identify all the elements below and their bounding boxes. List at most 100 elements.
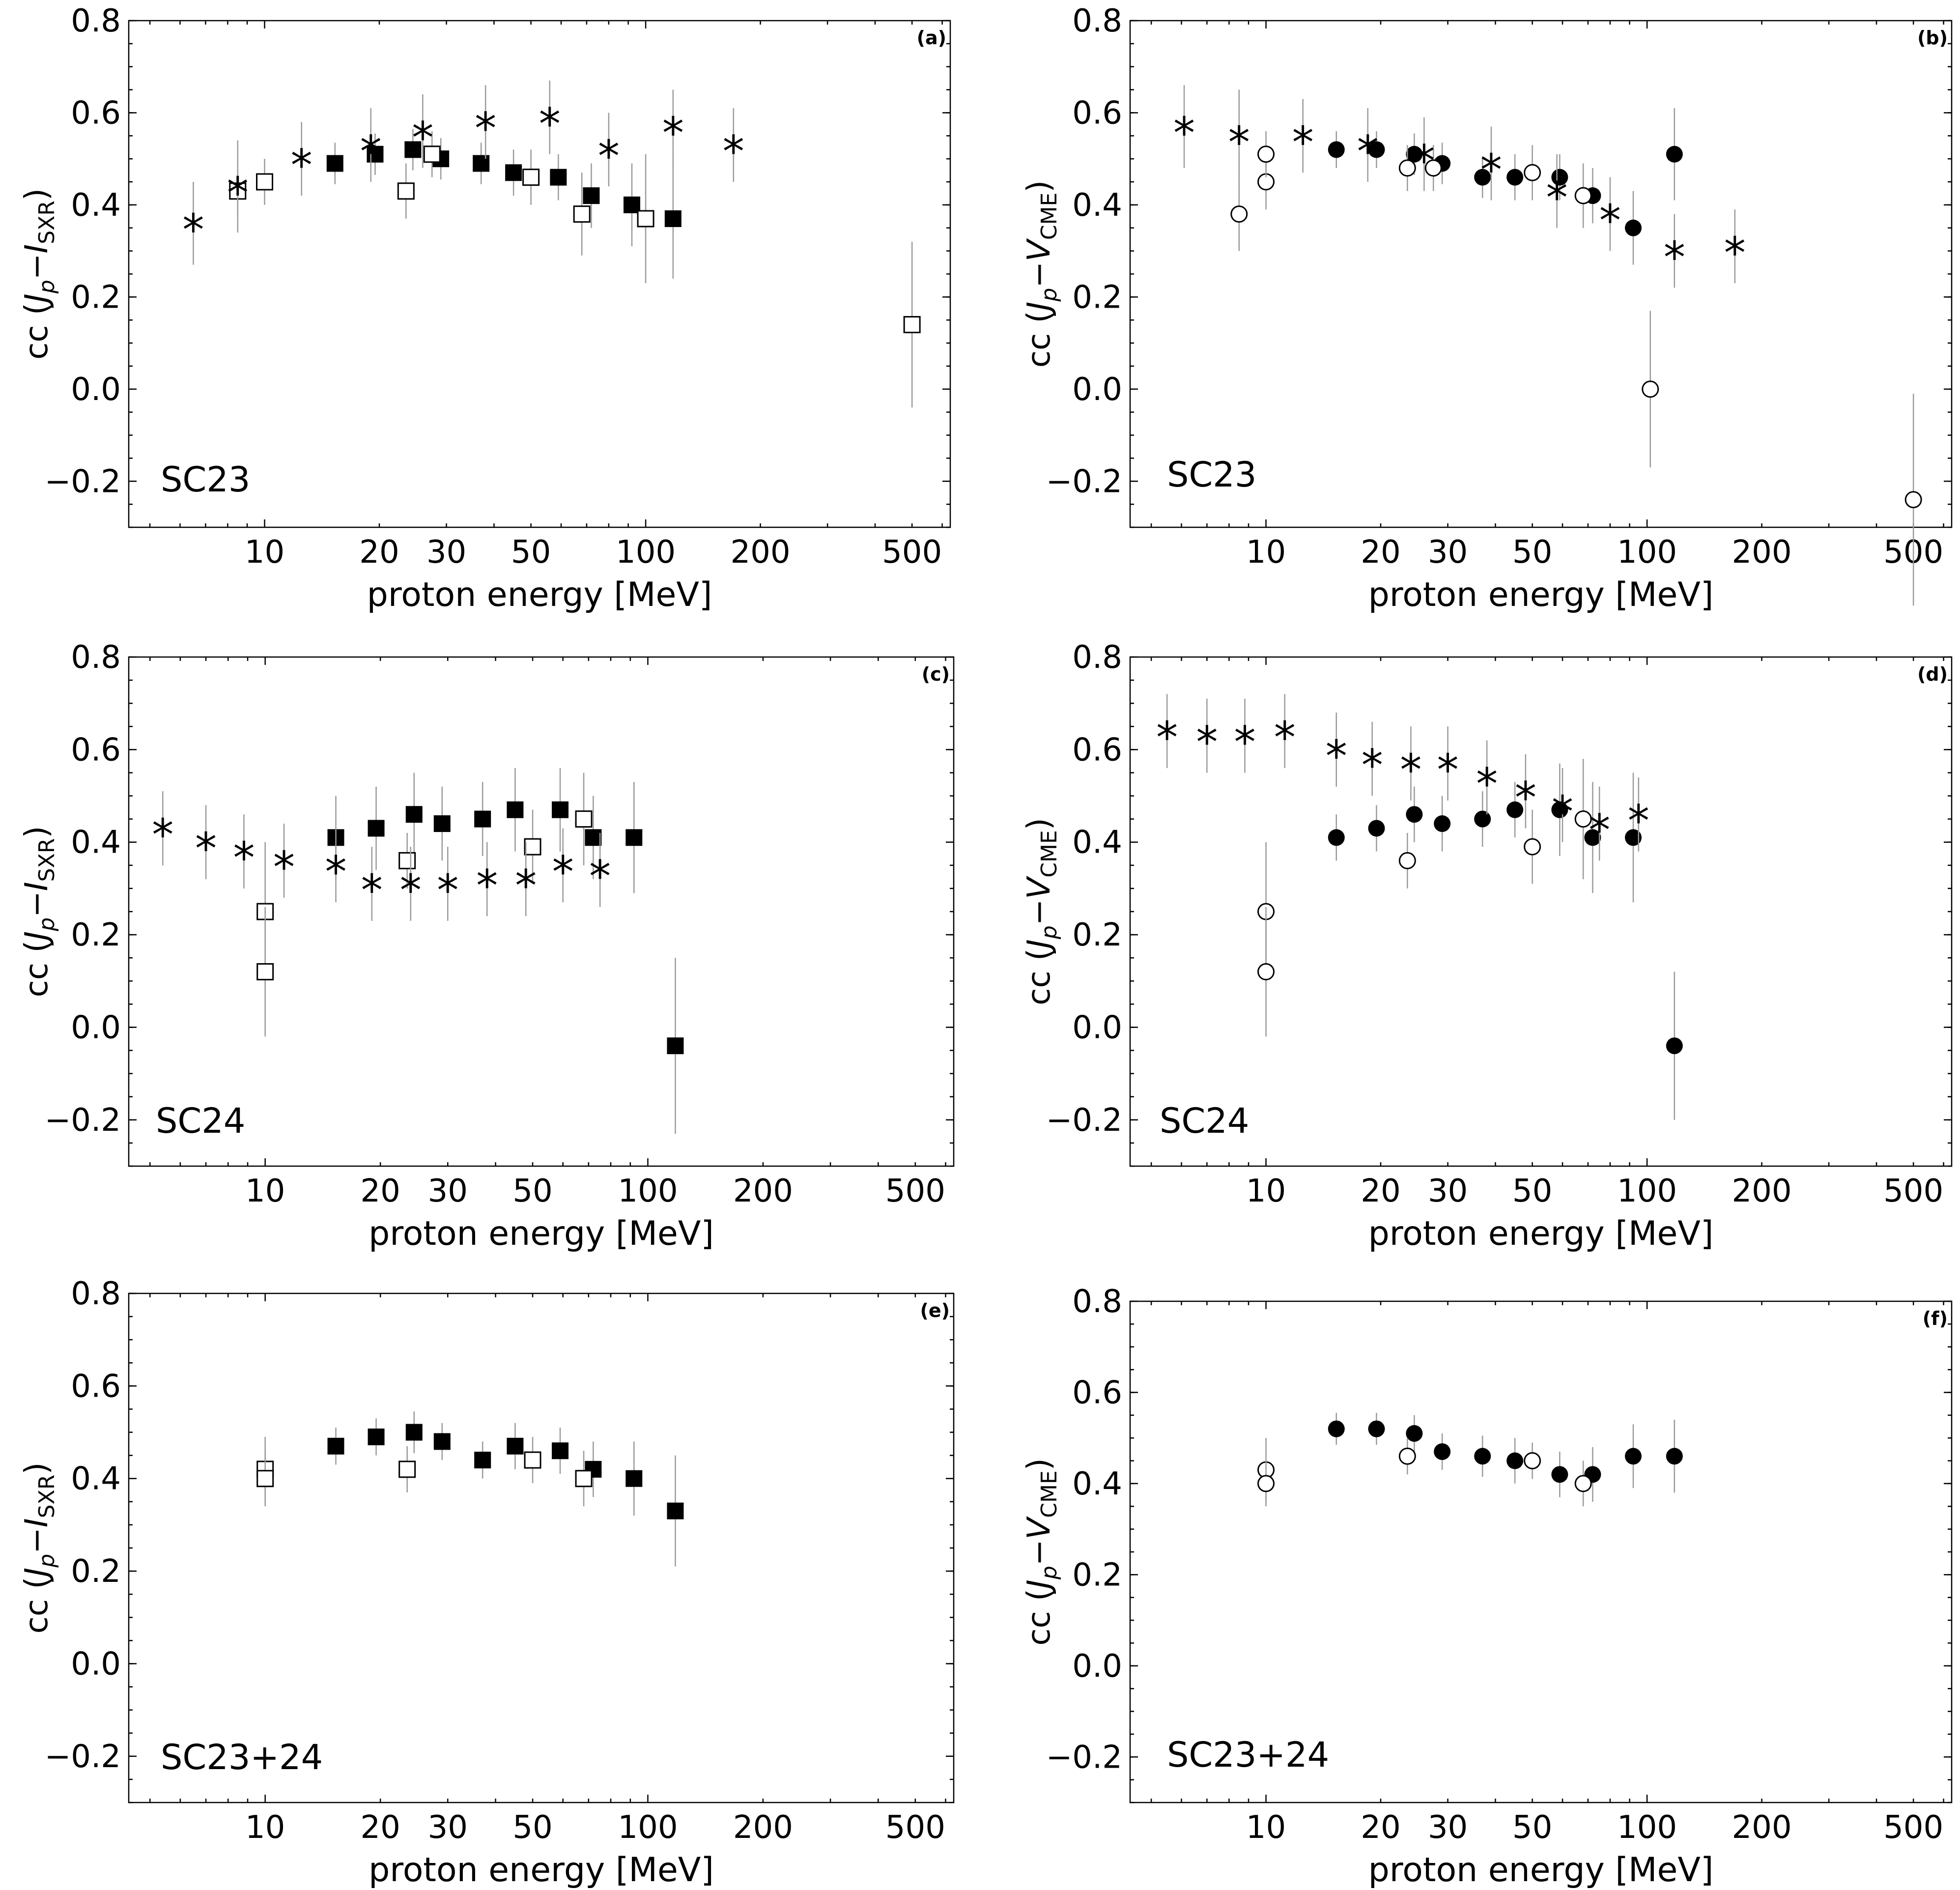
data-point-square-filled (667, 1502, 684, 1519)
data-point-circle-filled (1624, 219, 1642, 236)
data-point-circle-filled (1666, 1037, 1683, 1055)
data-point-circle-open (1398, 1447, 1416, 1465)
data-point-square-filled (433, 815, 451, 832)
data-point-circle-filled (1368, 1420, 1385, 1437)
y-axis-label: cc (Jp−VCME) (1021, 1458, 1062, 1645)
data-point-asterisk: * (1724, 228, 1746, 278)
data-point-square-filled (433, 1433, 451, 1450)
data-point-asterisk: * (1274, 713, 1296, 763)
x-tick-label: 500 (882, 534, 942, 571)
data-point-asterisk: * (437, 865, 458, 916)
y-tick-label: 0.4 (71, 1461, 121, 1497)
series-square-open (229, 131, 921, 408)
data-point-circle-filled (1328, 141, 1345, 158)
data-point-circle-open (1642, 380, 1659, 398)
panel-tag: (e) (920, 1300, 950, 1321)
plot-frame (128, 656, 955, 1167)
data-point-asterisk: * (539, 99, 561, 149)
data-point-circle-filled (1506, 169, 1524, 186)
data-point-circle-open (1398, 159, 1416, 177)
data-point-asterisk: * (1196, 717, 1218, 768)
x-tick-label: 30 (428, 1173, 468, 1209)
data-point-square-filled (583, 187, 600, 204)
x-tick-label: 10 (1246, 1809, 1286, 1846)
data-point-square-filled (367, 145, 384, 163)
data-point-circle-open (1424, 159, 1442, 177)
series-asterisk: * * * * * * * * * * (1173, 85, 1746, 288)
x-tick-label: 20 (359, 534, 399, 571)
cycle-label: SC23+24 (161, 1737, 323, 1777)
data-point-asterisk: * (227, 168, 249, 218)
plot-frame (128, 20, 951, 528)
x-tick-label: 50 (512, 1809, 552, 1846)
data-point-square-filled (667, 1037, 684, 1055)
y-tick-label: 0.0 (71, 1646, 121, 1682)
data-point-square-filled (585, 829, 602, 846)
data-point-asterisk: * (515, 860, 537, 911)
x-tick-label: 30 (1428, 534, 1468, 571)
data-point-square-filled (505, 164, 522, 181)
data-point-asterisk: * (552, 847, 574, 897)
y-tick-label: −0.2 (45, 1102, 121, 1139)
data-point-asterisk: * (1173, 108, 1195, 159)
x-tick-label: 200 (730, 534, 790, 571)
series-asterisk: * * * * * * * * * * * * * (1156, 694, 1649, 861)
data-point-asterisk: * (273, 842, 295, 892)
data-point-asterisk: * (1413, 136, 1435, 186)
y-tick-label: 0.8 (1072, 3, 1122, 39)
data-point-asterisk: * (1228, 117, 1250, 168)
data-point-circle-open (1904, 491, 1922, 509)
data-point-circle-filled (1406, 806, 1423, 823)
series-asterisk: * * * * * * * * * * * * (152, 791, 611, 921)
data-point-circle-filled (1551, 169, 1568, 186)
x-tick-label: 200 (733, 1809, 793, 1846)
cycle-label: SC24 (1160, 1101, 1249, 1141)
data-point-asterisk: * (1400, 745, 1421, 796)
data-point-square-filled (405, 1424, 423, 1441)
x-tick-label: 30 (1428, 1173, 1468, 1209)
data-point-square-filled (625, 1470, 643, 1487)
chart-panel-f: −0.2 0.0 0.2 0.4 0.6 0.8 10 20 30 50 100 200 500 prot… (1021, 1284, 1953, 1890)
panel-tag: (d) (1917, 663, 1948, 685)
data-point-square-filled (507, 1437, 524, 1455)
chart-panel-c: −0.2 0.0 0.2 0.4 0.6 0.8 10 20 30 50 100 200 500 prot… (19, 639, 955, 1253)
data-point-square-filled (507, 801, 524, 818)
data-point-circle-filled (1584, 829, 1601, 846)
series-circle-filled (1328, 1413, 1683, 1502)
y-tick-label: 0.4 (71, 187, 121, 224)
data-point-asterisk: * (589, 851, 611, 902)
x-tick-label: 30 (428, 1809, 468, 1846)
data-point-asterisk: * (152, 809, 173, 860)
y-tick-label: 0.2 (71, 917, 121, 953)
x-tick-label: 50 (1512, 534, 1552, 571)
data-point-square-filled (473, 155, 490, 172)
y-tick-label: 0.8 (1072, 639, 1122, 676)
y-tick-label: 0.0 (71, 1009, 121, 1046)
data-point-asterisk: * (361, 865, 383, 916)
data-point-square-filled (550, 169, 567, 186)
y-tick-label: 0.6 (71, 732, 121, 768)
x-tick-label: 500 (885, 1809, 945, 1846)
cycle-label: SC23+24 (1167, 1735, 1329, 1775)
data-point-asterisk: * (1515, 773, 1536, 823)
data-point-circle-filled (1434, 1443, 1451, 1460)
data-point-square-open (397, 182, 415, 200)
data-point-asterisk: * (1599, 196, 1621, 246)
x-tick-label: 20 (1361, 534, 1400, 571)
x-tick-label: 50 (511, 534, 551, 571)
data-point-circle-filled (1474, 1448, 1491, 1465)
cycle-label: SC23 (161, 459, 250, 500)
data-point-square-filled (552, 801, 569, 818)
x-tick-label: 200 (1732, 534, 1791, 571)
data-point-asterisk: * (475, 103, 496, 154)
data-point-asterisk: * (1292, 117, 1314, 168)
data-point-circle-filled (1551, 801, 1568, 818)
y-tick-label: 0.6 (1072, 732, 1122, 768)
data-point-asterisk: * (1357, 126, 1379, 177)
data-point-circle-filled (1666, 1448, 1683, 1465)
data-point-asterisk: * (1476, 759, 1498, 809)
y-tick-label: 0.8 (71, 1276, 121, 1312)
x-tick-label: 20 (1361, 1809, 1400, 1846)
data-point-circle-open (1574, 1475, 1592, 1492)
data-point-circle-filled (1474, 169, 1491, 186)
